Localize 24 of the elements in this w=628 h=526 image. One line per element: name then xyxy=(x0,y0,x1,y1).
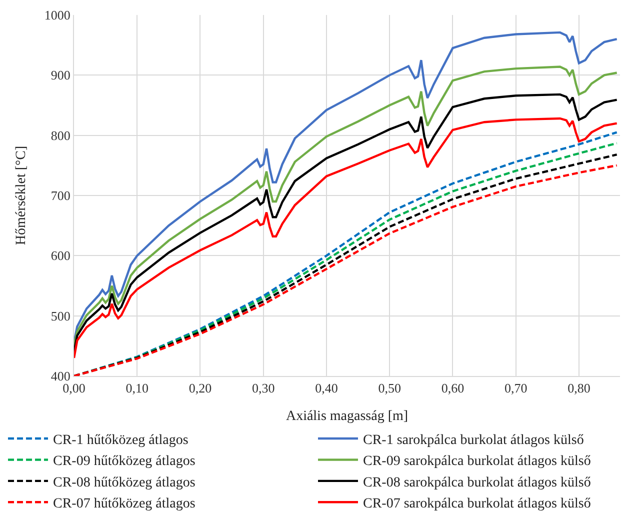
x-tick-label: 0,80 xyxy=(568,380,590,396)
x-tick-label: 0,40 xyxy=(315,380,338,396)
legend-label: CR-08 sarokpálca burkolat átlagos külső xyxy=(363,475,591,490)
y-tick-label: 600 xyxy=(50,248,70,264)
legend-label: CR-08 hűtőközeg átlagos xyxy=(53,475,196,490)
legend-label: CR-07 sarokpálca burkolat átlagos külső xyxy=(363,496,591,512)
x-tick-label: 0,50 xyxy=(378,380,401,396)
x-tick-label: 0,20 xyxy=(188,380,212,396)
legend-label: CR-09 hűtőközeg átlagos xyxy=(53,454,196,470)
y-tick-label: 700 xyxy=(50,188,70,204)
legend-label: CR-09 sarokpálca burkolat átlagos külső xyxy=(363,454,591,470)
y-tick-label: 1000 xyxy=(44,8,70,23)
x-tick-label: 0,60 xyxy=(441,380,464,396)
x-axis-title: Axiális magasság [m] xyxy=(286,408,408,424)
y-axis-title: Hőmérséklet [°C] xyxy=(14,146,29,246)
legend-label: CR-1 hűtőközeg átlagos xyxy=(53,432,188,448)
y-tick-label: 500 xyxy=(50,308,70,324)
x-tick-label: 0,30 xyxy=(252,380,275,396)
x-tick-label: 0,70 xyxy=(504,380,528,396)
legend-label: CR-1 sarokpálca burkolat átlagos külső xyxy=(363,432,584,448)
y-tick-label: 800 xyxy=(50,128,70,143)
legend-label: CR-07 hűtőközeg átlagos xyxy=(53,496,196,512)
y-tick-label: 900 xyxy=(50,68,70,83)
x-tick-label: 0,10 xyxy=(126,380,148,396)
